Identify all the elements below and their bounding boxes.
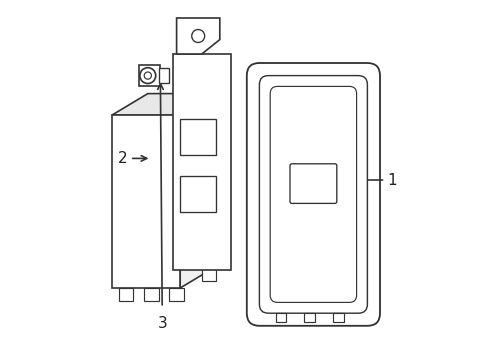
Text: 2: 2 <box>118 151 127 166</box>
FancyBboxPatch shape <box>290 164 337 203</box>
Bar <box>275 313 286 322</box>
Bar <box>119 288 133 301</box>
Bar <box>333 313 344 322</box>
Polygon shape <box>112 94 216 115</box>
Bar <box>159 68 170 83</box>
Text: 3: 3 <box>157 316 167 332</box>
Bar <box>144 288 159 301</box>
Bar <box>170 288 184 301</box>
Text: 1: 1 <box>388 172 397 188</box>
Bar <box>304 313 315 322</box>
Polygon shape <box>180 94 216 288</box>
Bar <box>173 54 231 270</box>
FancyBboxPatch shape <box>259 76 368 313</box>
Circle shape <box>140 68 156 84</box>
Circle shape <box>192 30 205 42</box>
Polygon shape <box>176 18 220 54</box>
Bar <box>139 65 160 86</box>
Bar <box>112 115 180 288</box>
Bar <box>180 119 216 155</box>
Bar <box>202 266 216 281</box>
Circle shape <box>144 72 151 79</box>
FancyBboxPatch shape <box>247 63 380 326</box>
FancyBboxPatch shape <box>270 86 357 302</box>
Bar <box>180 176 216 212</box>
